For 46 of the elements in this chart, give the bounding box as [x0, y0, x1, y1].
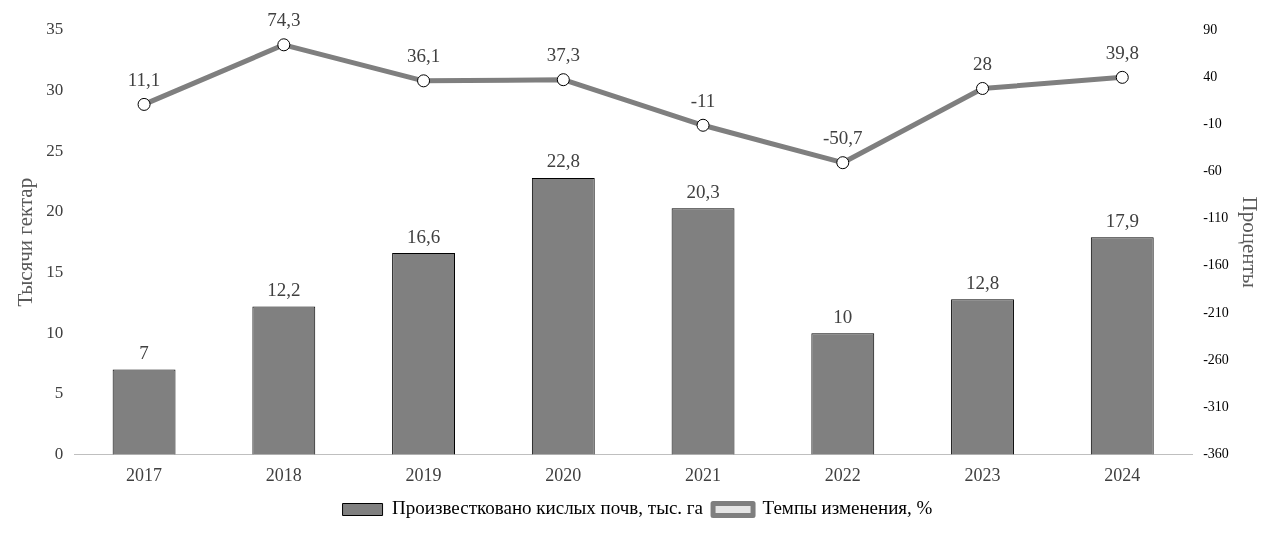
data-label: 74,3 — [267, 9, 301, 31]
y-tick-label: 0 — [54, 443, 64, 463]
data-label: 22,8 — [546, 150, 580, 172]
data-label: 28 — [973, 52, 993, 74]
data-label: 11,1 — [127, 68, 161, 90]
data-label: 20,3 — [686, 180, 720, 202]
data-label: 16,6 — [406, 225, 441, 247]
x-tick-label: 2019 — [405, 464, 442, 485]
data-label: 10 — [833, 305, 853, 327]
data-label: 36,1 — [406, 45, 441, 67]
x-tick-label: 2018 — [265, 464, 302, 485]
data-label: 12,2 — [267, 278, 301, 300]
legend-label: Произвестковано кислых почв, тыс. га — [392, 497, 704, 519]
data-label: 17,9 — [1105, 209, 1139, 231]
y-axis-title: Тысячи гектар — [13, 177, 38, 307]
y2-tick-label: 40 — [1203, 68, 1218, 84]
x-tick-label: 2022 — [824, 464, 861, 485]
x-tick-label: 2017 — [126, 464, 163, 485]
y2-axis-title: Проценты — [1237, 196, 1262, 288]
data-label: -11 — [690, 89, 716, 111]
y-tick-label: 10 — [46, 322, 64, 342]
data-label: 7 — [139, 342, 149, 363]
data-label: 12,8 — [965, 271, 1000, 293]
x-tick-label: 2020 — [545, 464, 582, 485]
data-label: -50,7 — [822, 127, 863, 149]
legend-label: Темпы изменения, % — [762, 497, 933, 519]
y2-tick-label: -260 — [1203, 351, 1229, 367]
y-tick-label: 25 — [46, 140, 64, 160]
x-tick-label: 2023 — [964, 464, 1001, 485]
y2-tick-label: -10 — [1203, 115, 1222, 131]
y2-tick-label: -160 — [1203, 257, 1229, 273]
y-tick-label: 30 — [46, 80, 64, 100]
y2-tick-label: -310 — [1203, 398, 1229, 414]
y2-tick-label: -360 — [1203, 446, 1229, 462]
y-tick-label: 35 — [46, 19, 64, 39]
y2-tick-label: -210 — [1203, 304, 1229, 320]
y2-tick-label: 90 — [1203, 21, 1218, 37]
y2-tick-label: -60 — [1203, 163, 1222, 179]
y2-tick-label: -110 — [1203, 210, 1229, 226]
data-label: 37,3 — [546, 44, 580, 66]
y-tick-label: 5 — [54, 383, 64, 403]
data-label: 39,8 — [1105, 41, 1139, 63]
x-tick-label: 2024 — [1104, 464, 1141, 485]
y-tick-label: 15 — [46, 261, 64, 281]
y-tick-label: 20 — [46, 201, 64, 221]
x-tick-label: 2021 — [685, 464, 722, 485]
